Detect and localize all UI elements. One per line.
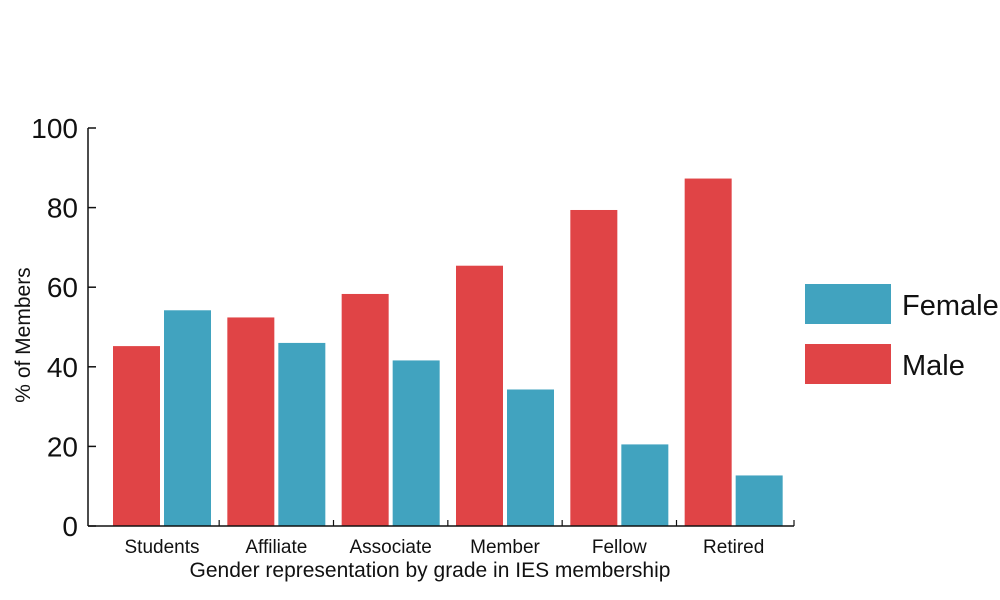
x-tick-label: Affiliate: [245, 537, 307, 558]
bar-male-member: [456, 265, 503, 526]
x-axis-ticks: Students Affiliate Associate Member Fellow Re…: [125, 520, 795, 558]
legend-label-female: Female: [902, 290, 999, 322]
bar-male-retired: [684, 178, 732, 526]
bar-male-students: [113, 346, 160, 526]
x-tick-label: Students: [125, 537, 200, 558]
legend-swatch-female: [805, 284, 891, 324]
x-tick-label: Member: [470, 537, 540, 558]
y-tick-label: 40: [47, 352, 78, 383]
x-tick-label: Fellow: [592, 537, 647, 558]
bar-female-students: [164, 310, 211, 526]
y-axis-title: % of Members: [12, 267, 35, 402]
bar-female-retired: [735, 475, 783, 526]
bar-male-affiliate: [227, 317, 275, 526]
y-tick-label: 80: [47, 193, 78, 224]
legend-swatch-male: [805, 344, 891, 384]
bar-female-member: [507, 389, 554, 526]
legend-label-male: Male: [902, 350, 965, 382]
y-axis-ticks: 0 20 40 60 80 100: [31, 113, 96, 542]
bar-female-affiliate: [278, 342, 326, 526]
x-axis-title: Gender representation by grade in IES me…: [190, 559, 671, 582]
x-tick-label: Associate: [349, 537, 431, 558]
bar-female-fellow: [621, 444, 669, 526]
bar-female-associate: [392, 360, 440, 526]
y-tick-label: 20: [47, 431, 78, 462]
plot-area: [113, 178, 783, 526]
y-tick-label: 60: [47, 272, 78, 303]
y-tick-label: 0: [62, 511, 78, 542]
legend: Female Male: [805, 284, 999, 384]
y-tick-label: 100: [31, 113, 78, 144]
bar-male-fellow: [570, 209, 618, 526]
x-tick-label: Retired: [703, 537, 764, 558]
bar-male-associate: [341, 293, 389, 526]
